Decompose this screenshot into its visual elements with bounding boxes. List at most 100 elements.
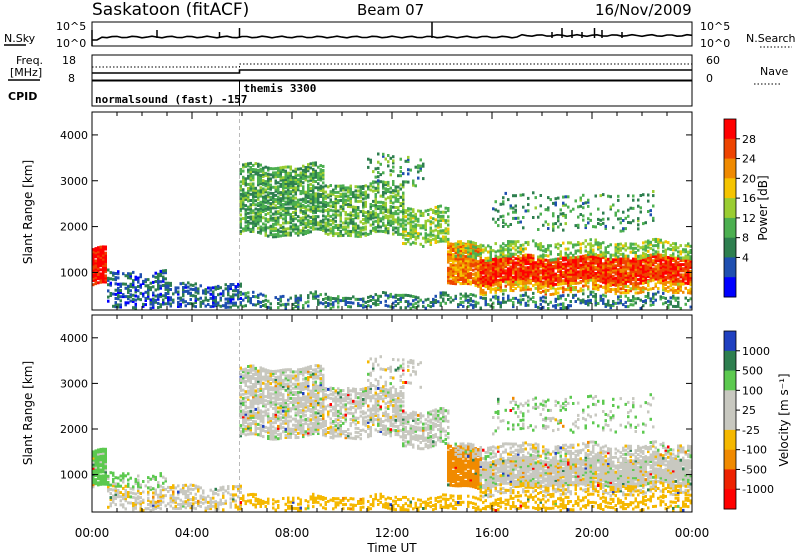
scatter-cell (334, 195, 337, 198)
scatter-cell (674, 246, 677, 250)
scatter-cell (267, 234, 270, 238)
scatter-cell (157, 306, 160, 309)
scatter-cell (247, 224, 250, 228)
scatter-cell (629, 289, 632, 293)
scatter-cell (252, 303, 255, 307)
scatter-cell (677, 277, 680, 281)
scatter-cell (177, 290, 180, 294)
scatter-cell (429, 222, 432, 226)
scatter-cell (597, 283, 600, 287)
scatter-cell (339, 186, 342, 190)
scatter-cell (304, 229, 307, 233)
scatter-cell (462, 269, 465, 273)
scatter-cell (469, 265, 472, 269)
scatter-cell (674, 279, 677, 283)
scatter-cell (427, 213, 430, 216)
scatter-cell (674, 256, 677, 260)
scatter-cell (207, 286, 210, 290)
scatter-cell (637, 263, 640, 267)
scatter-cell (509, 284, 512, 288)
scatter-cell (179, 302, 182, 306)
scatter-cell (404, 233, 407, 237)
scatter-cell (337, 301, 340, 305)
scatter-cell (539, 254, 542, 258)
scatter-cell (514, 252, 517, 256)
scatter-cell (444, 219, 447, 223)
scatter-cell (384, 205, 387, 209)
scatter-cell (589, 218, 592, 222)
scatter-cell (189, 298, 192, 301)
scatter-cell (309, 230, 312, 234)
scatter-cell (652, 278, 655, 282)
scatter-cell (334, 203, 337, 207)
scatter-cell (99, 462, 102, 466)
scatter-cell (519, 193, 522, 197)
scatter-cell (237, 291, 240, 295)
scatter-cell (659, 253, 662, 257)
scatter-cell (494, 296, 497, 300)
scatter-cell (499, 278, 502, 282)
scatter-cell (554, 266, 557, 270)
scatter-cell (269, 173, 272, 177)
scatter-cell (497, 283, 500, 287)
scatter-cell (322, 175, 325, 179)
scatter-cell (582, 214, 585, 218)
scatter-cell (289, 165, 292, 169)
scatter-cell (114, 490, 117, 494)
scatter-cell (374, 213, 377, 217)
scatter-cell (627, 257, 630, 261)
scatter-cell (632, 297, 635, 301)
scatter-cell (547, 196, 550, 200)
scatter-cell (362, 303, 365, 307)
scatter-cell (684, 250, 687, 254)
scatter-cell (317, 209, 320, 212)
scatter-cell (332, 225, 335, 229)
scatter-cell (97, 268, 100, 272)
scatter-cell (609, 205, 612, 209)
scatter-cell (477, 264, 480, 268)
scatter-cell (359, 195, 362, 199)
scatter-cell (689, 257, 692, 261)
scatter-cell (529, 287, 532, 291)
scatter-cell (424, 232, 427, 236)
scatter-cell (639, 267, 642, 271)
scatter-cell (279, 230, 282, 234)
scatter-cell (124, 286, 127, 290)
scatter-cell (652, 269, 655, 273)
scatter-cell (372, 170, 375, 174)
scatter-cell (242, 304, 245, 308)
scatter-cell (147, 492, 150, 496)
scatter-cell (369, 207, 372, 211)
scatter-cell (449, 279, 452, 283)
scatter-cell (609, 266, 612, 270)
scatter-cell (659, 257, 662, 261)
colorbar-swatch (724, 277, 736, 298)
scatter-cell (329, 190, 332, 194)
scatter-cell (632, 265, 635, 269)
scatter-cell (109, 271, 112, 275)
scatter-cell (404, 242, 407, 246)
scatter-cell (92, 254, 95, 258)
scatter-cell (532, 291, 535, 295)
scatter-cell (307, 229, 310, 233)
scatter-cell (459, 271, 462, 275)
scatter-cell (249, 178, 252, 182)
scatter-cell (282, 184, 285, 188)
scatter-cell (667, 256, 670, 259)
scatter-cell (264, 233, 267, 237)
scatter-cell (552, 277, 555, 281)
scatter-cell (549, 273, 552, 277)
scatter-cell (414, 229, 417, 233)
scatter-cell (154, 502, 157, 506)
scatter-cell (654, 237, 657, 241)
scatter-cell (254, 207, 257, 211)
scatter-cell (589, 248, 592, 252)
scatter-cell (207, 290, 210, 294)
scatter-cell (654, 265, 657, 269)
scatter-cell (149, 302, 152, 306)
scatter-cell (114, 503, 117, 507)
scatter-cell (402, 180, 405, 184)
scatter-cell (297, 233, 300, 237)
scatter-cell (287, 184, 290, 187)
